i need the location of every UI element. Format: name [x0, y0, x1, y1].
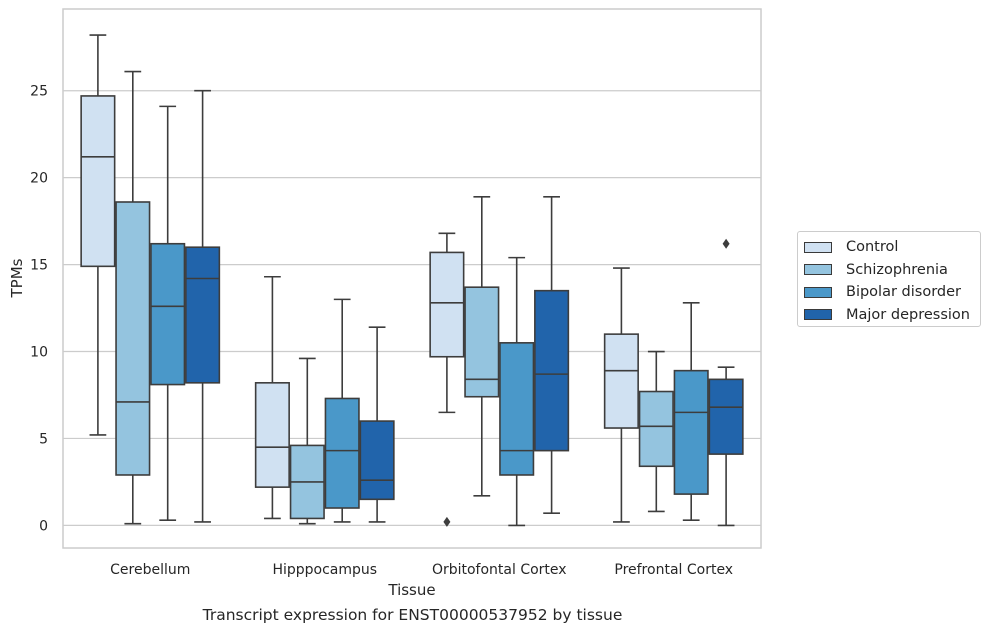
x-tick-label: Prefrontal Cortex — [614, 562, 733, 578]
legend-swatch — [804, 264, 832, 276]
boxes — [80, 34, 744, 527]
box — [429, 251, 465, 358]
box-group — [185, 89, 221, 523]
y-tick-label: 20 — [30, 171, 48, 187]
box-group — [254, 275, 290, 520]
box — [185, 246, 221, 384]
box-group — [429, 232, 465, 527]
box — [150, 242, 186, 386]
box — [708, 378, 744, 455]
y-tick-label: 5 — [39, 431, 48, 447]
box — [359, 420, 395, 501]
box — [638, 390, 674, 468]
legend-label: Major depression — [846, 306, 970, 323]
legend-swatch — [804, 286, 832, 298]
legend-label: Control — [846, 239, 899, 256]
legend-item: Schizophrenia — [804, 259, 980, 282]
y-tick-label: 0 — [39, 518, 48, 534]
figure-caption: Transcript expression for ENST0000053795… — [202, 606, 623, 624]
y-tick-label: 10 — [30, 345, 48, 361]
box-group — [115, 70, 151, 525]
box-group — [359, 326, 395, 523]
box-group — [150, 105, 186, 521]
box-group — [289, 357, 325, 525]
box-group — [638, 350, 674, 513]
legend: Control Schizophrenia Bipolar disorder Majo… — [797, 231, 981, 327]
box — [464, 286, 500, 398]
legend-swatch — [804, 241, 832, 253]
x-tick-label: Hipppocampus — [272, 562, 377, 578]
plot-frame — [62, 8, 762, 549]
box — [324, 397, 360, 509]
y-tick-label: 15 — [30, 258, 48, 274]
outlier-point — [722, 238, 730, 249]
y-axis-label: TPMs — [8, 258, 26, 298]
x-tick-label: Orbitofontal Cortex — [432, 562, 567, 578]
box-group — [464, 195, 500, 497]
box-group — [708, 238, 744, 527]
box — [80, 95, 116, 268]
box-group — [673, 302, 709, 521]
box-group — [603, 267, 639, 523]
y-tick-labels: 0 5 10 15 20 25 — [30, 84, 48, 535]
box — [603, 333, 639, 429]
box-group — [80, 34, 116, 436]
legend-label: Bipolar disorder — [846, 284, 961, 301]
x-tick-labels: Cerebellum Hipppocampus Orbitofontal Corte… — [110, 562, 733, 578]
box — [499, 342, 535, 476]
box — [115, 201, 151, 476]
outlier-point — [443, 516, 451, 527]
box-group — [324, 298, 360, 523]
y-tick-label: 25 — [30, 84, 48, 100]
legend-label: Schizophrenia — [846, 261, 948, 278]
legend-item: Major depression — [804, 304, 980, 327]
box-group — [534, 195, 570, 515]
x-axis-label: Tissue — [387, 581, 435, 599]
box — [673, 369, 709, 495]
legend-item: Control — [804, 236, 980, 259]
legend-item: Bipolar disorder — [804, 281, 980, 304]
box-group — [499, 256, 535, 527]
box — [254, 382, 290, 488]
x-tick-label: Cerebellum — [110, 562, 190, 578]
box — [534, 289, 570, 452]
legend-swatch — [804, 309, 832, 321]
